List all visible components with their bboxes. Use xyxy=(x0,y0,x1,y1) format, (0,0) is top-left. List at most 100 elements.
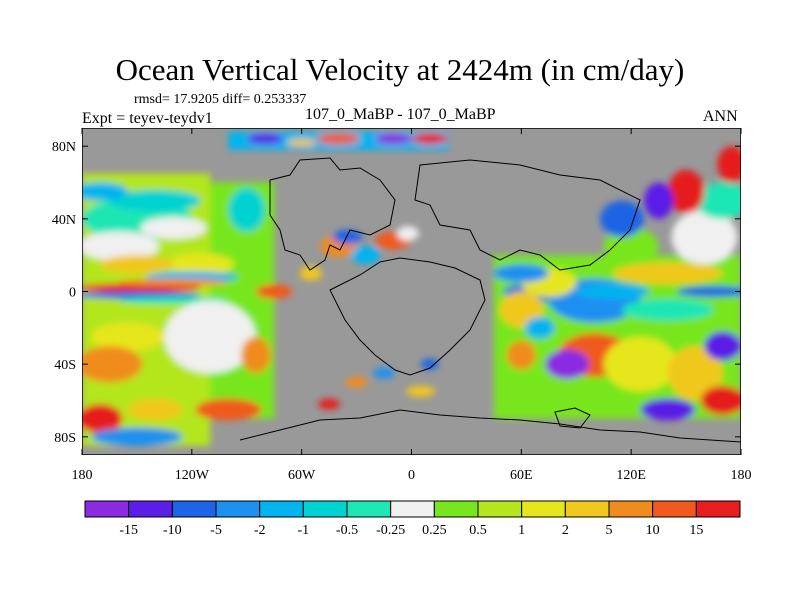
x-tick-label: 120E xyxy=(616,468,646,483)
experiment-label: Expt = teyev-teydv1 xyxy=(82,110,213,127)
colorbar-label: 5 xyxy=(606,523,613,538)
x-tick-label: 120W xyxy=(175,468,210,483)
coast-north-asia xyxy=(414,159,641,271)
field-patch xyxy=(373,367,396,379)
y-tick-label: 40S xyxy=(54,358,76,373)
field-patch xyxy=(118,278,229,287)
field-patch xyxy=(168,253,234,276)
colorbar-box xyxy=(171,500,217,518)
colorbar-label: 1 xyxy=(518,523,525,538)
field-patch xyxy=(667,169,705,214)
field-patch xyxy=(82,231,159,261)
ocean-field xyxy=(82,131,741,446)
colorbar-label: -5 xyxy=(210,523,222,538)
field-patch xyxy=(351,246,381,265)
colorbar-label: 2 xyxy=(562,523,569,538)
y-tick-label: 0 xyxy=(69,286,76,301)
coastlines xyxy=(239,157,741,443)
coast-south-continent xyxy=(329,257,486,376)
field-patch xyxy=(287,138,317,147)
colorbar-label: -1 xyxy=(297,523,309,538)
field-patch xyxy=(241,336,271,374)
field-patch xyxy=(332,229,363,245)
y-axis: 80N 40N 0 40S 80S xyxy=(52,140,741,446)
chart-title: Ocean Vertical Velocity at 2424m (in cm/… xyxy=(115,52,685,87)
field-patch xyxy=(524,316,555,339)
y-tick-label: 40N xyxy=(52,213,76,228)
colorbar-label: -15 xyxy=(119,523,138,538)
field-patch xyxy=(127,398,183,421)
colorbar-box xyxy=(259,500,304,518)
field-patch xyxy=(603,336,677,392)
field-patch xyxy=(603,227,659,265)
stats-text: rmsd= 17.9205 diff= 0.253337 xyxy=(134,92,307,107)
field-patch xyxy=(671,209,738,265)
field-patch xyxy=(374,133,412,145)
field-patch xyxy=(82,404,123,434)
field-patch xyxy=(695,182,741,219)
colorbar-box xyxy=(433,500,479,518)
colorbar-box xyxy=(695,500,741,518)
field-patch xyxy=(640,398,696,421)
field-patch xyxy=(545,349,590,379)
colorbar-label: 0.25 xyxy=(422,523,447,538)
x-tick-label: 60W xyxy=(288,468,316,483)
field-patch xyxy=(396,226,419,241)
field-patch xyxy=(316,133,361,145)
field-patch xyxy=(82,291,201,299)
field-patch xyxy=(91,427,183,446)
colorbar-box xyxy=(128,500,173,518)
colorbar-box xyxy=(564,500,610,518)
colorbar-label: -0.25 xyxy=(376,523,405,538)
field-patch xyxy=(318,398,341,410)
colorbar: -15 -10 -5 -2 -1 -0.5 -0.25 0.25 0.5 1 2 5 10 15 xyxy=(84,500,741,538)
field-patch xyxy=(246,133,284,145)
field-patch xyxy=(506,340,536,370)
field-patch xyxy=(676,286,741,297)
colorbar-label: -0.5 xyxy=(336,523,358,538)
field-patch xyxy=(612,262,723,285)
field-patch xyxy=(420,358,439,370)
coast-island-south xyxy=(554,407,591,429)
y-tick-label: 80N xyxy=(52,140,76,155)
field-patch xyxy=(406,385,436,397)
field-patch xyxy=(91,322,165,352)
chart-subtitle: 107_0_MaBP - 107_0_MaBP xyxy=(305,106,496,123)
field-patch xyxy=(206,309,251,347)
field-patch xyxy=(100,255,174,274)
colorbar-box xyxy=(302,500,348,518)
field-patch xyxy=(622,298,714,321)
x-axis: 180 120W 60W 0 60E 120E 180 xyxy=(72,128,752,483)
field-patch xyxy=(576,284,650,299)
coast-antarctic xyxy=(239,409,741,443)
field-patch xyxy=(140,217,207,239)
colorbar-box xyxy=(608,500,654,518)
field-patch xyxy=(600,200,644,237)
field-patch xyxy=(299,266,322,281)
colorbar-label: -2 xyxy=(254,523,266,538)
colorbar-label: 15 xyxy=(689,523,703,538)
field-patch xyxy=(493,264,549,283)
x-tick-label: 60E xyxy=(510,468,533,483)
map-area xyxy=(82,128,741,455)
colorbar-box xyxy=(521,500,566,518)
colorbar-label: -10 xyxy=(163,523,182,538)
colorbar-box xyxy=(477,500,523,518)
field-patch xyxy=(255,284,293,299)
field-patch xyxy=(82,182,128,201)
field-patch xyxy=(704,331,741,361)
field-patch xyxy=(643,182,674,219)
field-patch xyxy=(667,346,723,401)
colorbar-box xyxy=(390,500,435,518)
x-tick-label: 180 xyxy=(72,468,93,483)
colorbar-box xyxy=(652,500,697,518)
colorbar-box xyxy=(84,500,130,518)
field-patch xyxy=(82,346,143,383)
field-patch xyxy=(345,376,368,388)
field-patch xyxy=(717,146,741,183)
x-tick-label: 0 xyxy=(408,468,415,483)
season-label: ANN xyxy=(703,108,738,125)
field-patch xyxy=(411,133,449,145)
colorbar-box xyxy=(346,500,392,518)
